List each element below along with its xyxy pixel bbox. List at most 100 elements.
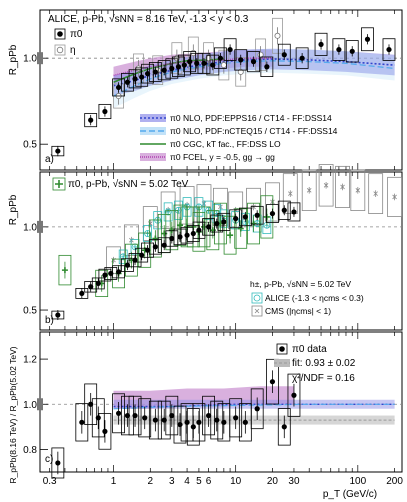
legend-fit-label: fit: 0.93 ± 0.02 (292, 358, 356, 369)
eta-point (237, 68, 244, 75)
pi0-502-point (61, 267, 68, 274)
panel-b-ylabel: R_pPb (8, 194, 19, 225)
panel-a: 0.5 1.0 (23, 9, 403, 171)
ratio-point (242, 419, 248, 425)
eta-point (274, 32, 281, 39)
y-tick-label: 1.0 (23, 222, 37, 233)
panel-a-ylabel: R_pPb (8, 44, 19, 75)
x-axis-label: p_T (GeV/c) (323, 489, 377, 500)
ratio-point (132, 412, 138, 419)
alice-hadron-point (164, 208, 172, 216)
pi0-point (55, 148, 61, 154)
pi0-816-point (169, 235, 175, 242)
cms-sys-box (335, 165, 350, 208)
alice-hadron-sys-box (163, 202, 173, 222)
pi0-816-sys-box (157, 237, 171, 253)
pi0-sys-box (148, 62, 162, 82)
pi0-816-point (55, 312, 61, 318)
ratio-point (169, 412, 175, 419)
ratio-point (152, 417, 158, 423)
ratio-point (233, 415, 239, 421)
x-tick-label: 5 (196, 476, 202, 487)
x-tick-label: 0.3 (43, 476, 57, 487)
pi0-point (238, 57, 244, 63)
pi0-502-sys-box (148, 219, 162, 258)
pi0-sys-box (234, 49, 248, 71)
legend-eta-marker (56, 46, 64, 54)
panel-b: 0.5 1.0 (23, 164, 403, 331)
pi0-point (227, 46, 233, 53)
pi0-502-point (263, 213, 270, 220)
pi0-816-point (233, 215, 239, 222)
ratio-point (115, 410, 122, 416)
ratio-sys-box (75, 403, 89, 442)
pi0-point (264, 64, 270, 70)
cms-point (323, 183, 329, 188)
pi0-816-point (79, 290, 85, 297)
pi0-point (386, 46, 392, 53)
panel-b-tag: b) (45, 315, 54, 326)
cms-sys-box (318, 164, 334, 207)
pi0-816-point (152, 244, 158, 250)
pi0-816-sys-box (128, 253, 142, 268)
legend-alice-box (251, 292, 263, 304)
pi0-502-sys-box (247, 202, 260, 245)
legend-502-marker (55, 180, 63, 188)
eta-sys-box (272, 17, 283, 54)
legend-data-box (276, 343, 288, 355)
pi0-816-point (242, 214, 248, 220)
ratio-sys-box (98, 413, 112, 450)
legend-502-box (52, 177, 66, 191)
legend-model-fcel: π0 FCEL, y = -0.5, gg → gg (170, 152, 275, 162)
x-tick-label: 6 (206, 476, 212, 487)
cms-point (288, 191, 293, 196)
x-tick-label: 1 (111, 476, 117, 487)
hadron-cms-label: CMS (|ηcms| < 1) (265, 306, 331, 316)
ratio-point (55, 460, 61, 466)
legend-cms-box (251, 305, 263, 317)
pi0-sys-box (361, 27, 374, 52)
normalization-box (37, 52, 43, 65)
ratio-point (281, 424, 287, 430)
ratio-sys-box (148, 400, 162, 440)
pi0-point (194, 60, 200, 66)
eta-point (257, 51, 264, 58)
x-tick-label: 3 (169, 476, 175, 487)
ratio-sys-box (192, 403, 206, 442)
legend-pi0-marker (57, 31, 63, 37)
panel-frame (39, 9, 403, 171)
ratio-sys-box (186, 408, 200, 446)
pi0-point (181, 62, 187, 68)
alice-hadron-sys-box (143, 225, 152, 242)
pi0-816-sys-box (250, 205, 264, 225)
legend-alice-marker (253, 294, 261, 302)
pi0-sys-box (247, 51, 260, 73)
pi0-502-point (176, 222, 183, 229)
panel-b-legend-502: π0, p-Pb, √sNN = 5.02 TeV (68, 178, 189, 190)
ratio-sys-box (287, 373, 301, 417)
legend-model-cgc: π0 CGC, kT fac., FF:DSS LO (170, 139, 281, 149)
pi0-502-point (237, 225, 244, 232)
alice-hadron-point (121, 254, 126, 259)
ratio-sys-box (51, 447, 65, 479)
ratio-point (95, 415, 101, 421)
ratio-sys-box (202, 395, 215, 436)
ratio-point (196, 419, 202, 425)
pi0-816-sys-box (91, 277, 105, 290)
legend-data-label: π0 data (292, 344, 327, 355)
pi0-816-sys-box (84, 281, 98, 293)
legend-pi0-label: π0 (70, 29, 83, 40)
x-tick-label: 200 (386, 476, 403, 487)
legend-model-ncteq15: π0 NLO, PDF:nCTEQ15 / CT14 - FF:DSS14 (170, 126, 338, 136)
x-tick-label: 100 (349, 476, 366, 487)
ratio-sys-box (91, 398, 105, 438)
pi0-816-point (196, 227, 202, 233)
cms-point (392, 194, 397, 200)
pi0-point (318, 41, 324, 48)
pi0-point (115, 84, 122, 91)
pi0-816-point (281, 207, 287, 213)
eta-point (135, 65, 142, 72)
pi0-816-point (108, 270, 114, 277)
ratio-epps16-curve (113, 403, 395, 408)
pi0-816-sys-box (202, 218, 215, 236)
